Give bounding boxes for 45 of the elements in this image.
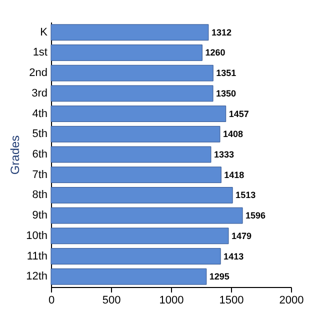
y-tick-label: 12th (26, 270, 48, 283)
data-label: 1408 (222, 129, 243, 140)
y-tick-label: 3rd (32, 87, 48, 100)
y-tick-label: 2nd (29, 67, 48, 80)
y-tick-label: 10th (26, 230, 48, 242)
data-label: 1596 (246, 210, 266, 221)
y-axis-title: Grades (8, 135, 22, 175)
data-label: 1333 (214, 150, 234, 160)
bar (50, 106, 226, 122)
bar (50, 85, 214, 102)
data-label: 1350 (216, 88, 236, 98)
data-label: 1295 (209, 272, 230, 282)
y-tick-label: 9th (32, 210, 48, 222)
data-label: 1351 (216, 68, 236, 78)
x-tick-label: 1000 (159, 294, 184, 306)
bar (50, 268, 207, 285)
bar (50, 166, 222, 184)
y-tick-label: K (40, 26, 48, 38)
bar (50, 126, 220, 142)
y-tick-label: 8th (32, 189, 48, 202)
bar (50, 146, 212, 163)
y-tick-label: 6th (32, 148, 48, 160)
bar (50, 44, 202, 61)
x-tick-label: 500 (102, 294, 121, 306)
data-label: 1413 (224, 251, 244, 262)
y-tick-label: 7th (32, 168, 48, 181)
bar (50, 248, 221, 264)
x-tick-label: 2000 (279, 294, 304, 306)
data-label: 1457 (228, 108, 249, 119)
data-label: 1312 (211, 27, 232, 38)
data-label: 1260 (205, 48, 226, 58)
bar (50, 64, 214, 82)
data-label: 1513 (236, 190, 256, 200)
x-tick-label: 1500 (219, 294, 244, 306)
bar (50, 24, 209, 41)
y-tick-label: 5th (32, 128, 48, 140)
data-label: 1418 (224, 170, 244, 180)
bar (50, 187, 233, 204)
x-tick-label: 0 (48, 294, 55, 306)
y-tick-label: 4th (32, 108, 48, 120)
y-tick-label: 1st (32, 46, 48, 59)
data-label: 1479 (231, 230, 252, 241)
bar (50, 228, 229, 244)
bar (50, 207, 243, 224)
y-tick-label: 11th (26, 250, 48, 262)
